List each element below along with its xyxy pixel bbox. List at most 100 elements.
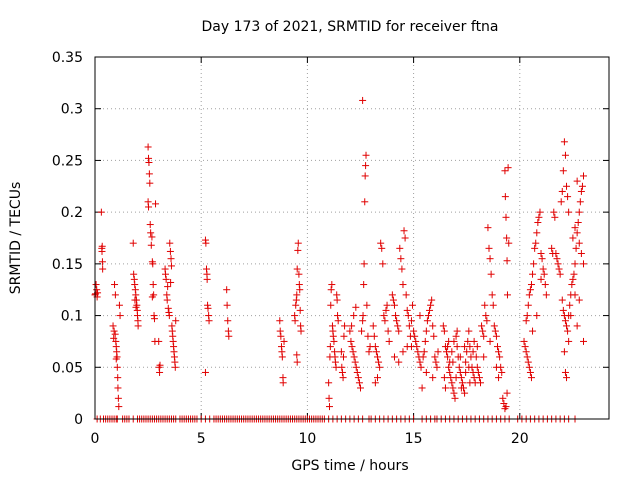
data-point bbox=[416, 358, 424, 366]
data-point bbox=[410, 327, 418, 335]
data-point bbox=[132, 303, 140, 311]
data-point bbox=[566, 301, 574, 309]
data-point bbox=[149, 281, 157, 289]
data-point bbox=[110, 334, 118, 342]
data-point bbox=[533, 312, 541, 320]
data-point bbox=[328, 281, 336, 289]
y-tick-label: 0.25 bbox=[52, 153, 83, 169]
data-point bbox=[338, 368, 346, 376]
data-point bbox=[417, 363, 425, 371]
plot-frame bbox=[94, 56, 610, 420]
data-point bbox=[364, 332, 372, 340]
data-point bbox=[109, 322, 117, 330]
data-point bbox=[388, 291, 396, 299]
data-point bbox=[461, 343, 469, 351]
data-point bbox=[497, 363, 505, 371]
data-point bbox=[456, 353, 464, 361]
data-point bbox=[276, 327, 284, 335]
data-point bbox=[350, 353, 358, 361]
data-point bbox=[529, 327, 537, 335]
data-point bbox=[574, 218, 582, 226]
data-point bbox=[441, 384, 449, 392]
data-point bbox=[350, 312, 358, 320]
data-point bbox=[444, 353, 452, 361]
data-point bbox=[477, 379, 484, 387]
data-point bbox=[167, 262, 175, 270]
data-point bbox=[452, 332, 460, 340]
data-point bbox=[558, 296, 566, 304]
data-point bbox=[563, 322, 571, 330]
data-point bbox=[491, 327, 499, 335]
data-point bbox=[432, 358, 440, 366]
data-point bbox=[538, 255, 546, 263]
data-point bbox=[338, 363, 346, 371]
data-point bbox=[382, 306, 390, 314]
data-point bbox=[478, 322, 486, 330]
data-point bbox=[558, 187, 566, 195]
data-point bbox=[440, 374, 448, 382]
data-point bbox=[225, 332, 233, 340]
data-point bbox=[433, 363, 441, 371]
data-point bbox=[111, 281, 119, 289]
data-point bbox=[537, 250, 545, 258]
data-point bbox=[292, 301, 300, 309]
data-point bbox=[361, 198, 369, 206]
x-axis-label: GPS time / hours bbox=[291, 458, 408, 474]
data-point bbox=[556, 270, 564, 278]
data-point bbox=[481, 301, 489, 309]
data-point bbox=[565, 337, 573, 345]
data-point bbox=[449, 384, 457, 392]
data-point bbox=[542, 291, 550, 299]
data-point bbox=[480, 332, 488, 340]
data-point bbox=[333, 296, 341, 304]
data-point bbox=[370, 332, 378, 340]
data-point bbox=[463, 348, 471, 356]
data-point bbox=[399, 281, 407, 289]
data-point bbox=[559, 306, 567, 314]
data-point bbox=[330, 337, 338, 345]
data-point bbox=[453, 327, 461, 335]
data-point bbox=[372, 348, 380, 356]
data-point bbox=[554, 260, 562, 268]
data-point bbox=[430, 332, 438, 340]
data-point bbox=[568, 281, 576, 289]
data-point bbox=[493, 343, 501, 351]
data-point bbox=[431, 353, 439, 361]
data-point bbox=[534, 218, 542, 226]
data-point bbox=[455, 363, 463, 371]
data-point bbox=[580, 337, 588, 345]
data-point bbox=[167, 255, 175, 263]
data-point bbox=[495, 348, 503, 356]
data-point bbox=[464, 337, 472, 345]
y-tick-label: 0.15 bbox=[52, 257, 83, 273]
data-point bbox=[561, 151, 569, 159]
data-point bbox=[505, 239, 513, 247]
data-point bbox=[448, 348, 456, 356]
data-point bbox=[148, 293, 156, 301]
data-point bbox=[331, 358, 339, 366]
data-point bbox=[426, 306, 434, 314]
y-axis-label: SRMTID / TECUs bbox=[8, 182, 24, 295]
data-point bbox=[418, 384, 426, 392]
data-point bbox=[162, 270, 170, 278]
data-point bbox=[111, 291, 119, 299]
data-point bbox=[325, 394, 333, 402]
data-point bbox=[202, 239, 210, 247]
data-point bbox=[573, 322, 581, 330]
data-point bbox=[334, 312, 342, 320]
data-point bbox=[419, 353, 427, 361]
data-point bbox=[501, 167, 509, 175]
data-point bbox=[390, 353, 398, 361]
data-point bbox=[580, 260, 588, 268]
data-point bbox=[487, 270, 495, 278]
data-point bbox=[434, 348, 442, 356]
data-point bbox=[465, 363, 473, 371]
data-point bbox=[473, 343, 481, 351]
y-tick-label: 0.2 bbox=[61, 205, 83, 221]
data-point bbox=[340, 332, 348, 340]
data-point bbox=[349, 348, 357, 356]
data-point bbox=[144, 143, 152, 151]
data-point bbox=[291, 317, 299, 325]
